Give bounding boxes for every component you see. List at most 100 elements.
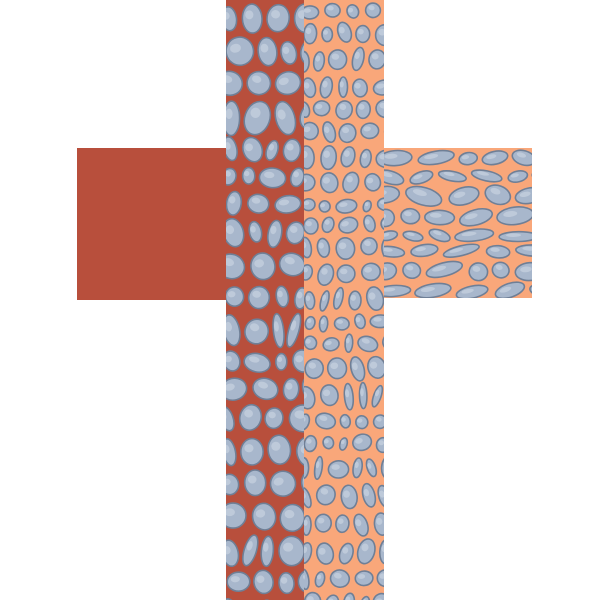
- cobblestone-highlight: [315, 103, 323, 109]
- cobblestone-highlight: [432, 265, 447, 272]
- cobblestone-highlight: [371, 53, 379, 60]
- cobblestone: [304, 236, 313, 259]
- cobblestone-highlight: [252, 75, 262, 83]
- cobblestone-highlight: [364, 202, 369, 207]
- cobblestone: [324, 2, 341, 18]
- cobblestone-highlight: [270, 225, 277, 235]
- cobblestone-highlight: [384, 247, 393, 252]
- cobblestone-highlight: [378, 440, 384, 446]
- cobblestone-highlight: [245, 10, 254, 20]
- cobblestone-highlight: [358, 103, 365, 110]
- cobblestone-highlight: [490, 247, 500, 252]
- cobblestone-highlight: [335, 291, 341, 299]
- cobblestone-highlight: [321, 267, 328, 275]
- cobblestone-highlight: [345, 596, 351, 600]
- cobblestone-highlight: [522, 246, 532, 251]
- cobblestone-highlight: [304, 150, 308, 158]
- cobblestone-highlight: [384, 153, 398, 159]
- cobblestone-highlight: [324, 219, 330, 225]
- cobblestone: [371, 384, 384, 408]
- cobblestone: [355, 24, 371, 44]
- cobblestone-highlight: [499, 286, 512, 293]
- cobblestone-highlight: [354, 461, 359, 469]
- cobblestone-highlight: [344, 389, 350, 398]
- cobblestone: [384, 149, 413, 167]
- cobblestone-highlight: [342, 127, 350, 134]
- cobblestone-highlight: [364, 240, 371, 247]
- cobblestone-highlight: [318, 242, 324, 249]
- cobblestone-highlight: [384, 460, 391, 468]
- cobblestone-highlight: [295, 355, 304, 363]
- cobblestone-highlight: [278, 77, 289, 86]
- cobblestone: [295, 435, 304, 469]
- cobblestone: [241, 3, 263, 34]
- cobblestone-highlight: [264, 171, 275, 179]
- cobblestone: [304, 568, 310, 591]
- cobblestone-highlight: [226, 75, 233, 83]
- cobblestone: [278, 535, 304, 567]
- cobblestone-highlight: [429, 212, 442, 218]
- cobblestone-highlight: [250, 323, 260, 332]
- cobblestone-highlight: [347, 7, 354, 13]
- cobblestone: [417, 149, 455, 166]
- cobblestone-highlight: [304, 8, 312, 13]
- cobblestone: [314, 513, 333, 533]
- cobblestone-highlight: [318, 547, 326, 555]
- cobblestone: [226, 167, 237, 186]
- cobblestone: [342, 171, 360, 194]
- cobblestone: [226, 6, 238, 32]
- cobblestone: [358, 381, 368, 410]
- cobblestone: [448, 186, 480, 206]
- cobblestone: [410, 243, 439, 258]
- cobblestone: [384, 185, 401, 204]
- cobblestone-highlight: [277, 290, 283, 298]
- cobblestone-highlight: [336, 319, 344, 324]
- cobblestone: [481, 150, 509, 166]
- cobblestone: [380, 216, 384, 232]
- cobblestone: [304, 217, 319, 235]
- cobblestone-highlight: [415, 247, 426, 252]
- cobblestone-highlight: [296, 291, 303, 299]
- cobblestone: [333, 316, 350, 331]
- cobblestone-highlight: [250, 226, 256, 233]
- cobblestone-highlight: [495, 264, 503, 270]
- cobblestone: [336, 264, 356, 284]
- cobblestone-highlight: [306, 596, 314, 600]
- cobblestone-highlight: [362, 152, 368, 159]
- cobblestone-highlight: [307, 318, 312, 323]
- cobblestone-highlight: [361, 543, 369, 552]
- cobblestone: [529, 283, 532, 298]
- cobblestone: [442, 243, 480, 258]
- cobblestone: [269, 470, 297, 498]
- cobblestone: [383, 122, 384, 140]
- cobblestone-highlight: [345, 337, 350, 344]
- cobblestone-highlight: [384, 336, 393, 343]
- cobblestone: [338, 542, 354, 565]
- cobblestone: [226, 36, 255, 67]
- cobblestone: [226, 253, 246, 280]
- cobblestone: [354, 415, 369, 430]
- cobblestone: [384, 262, 398, 281]
- cobblestone: [338, 76, 349, 98]
- cobblestone-highlight: [341, 221, 349, 227]
- cobblestone-highlight: [226, 355, 232, 363]
- cobblestone: [496, 206, 532, 226]
- cobblestone-highlight: [293, 171, 299, 178]
- cobblestone-highlight: [315, 55, 321, 62]
- cobblestone-highlight: [461, 231, 477, 237]
- cobblestone-highlight: [323, 150, 330, 158]
- cobblestone: [414, 282, 452, 298]
- cobblestone-highlight: [536, 172, 545, 176]
- cobblestone-highlight: [355, 438, 363, 444]
- cobblestone-highlight: [342, 547, 349, 554]
- cobblestone-highlight: [490, 187, 501, 195]
- cobblestone-highlight: [339, 103, 347, 110]
- cobblestone: [304, 486, 312, 509]
- cobblestone-highlight: [325, 340, 332, 346]
- cobblestone-highlight: [406, 232, 415, 237]
- cobblestone-highlight: [331, 53, 340, 60]
- cobblestone: [226, 100, 241, 137]
- cobblestone: [304, 456, 310, 480]
- cobblestone-highlight: [355, 317, 361, 323]
- cobblestone-highlight: [464, 213, 478, 220]
